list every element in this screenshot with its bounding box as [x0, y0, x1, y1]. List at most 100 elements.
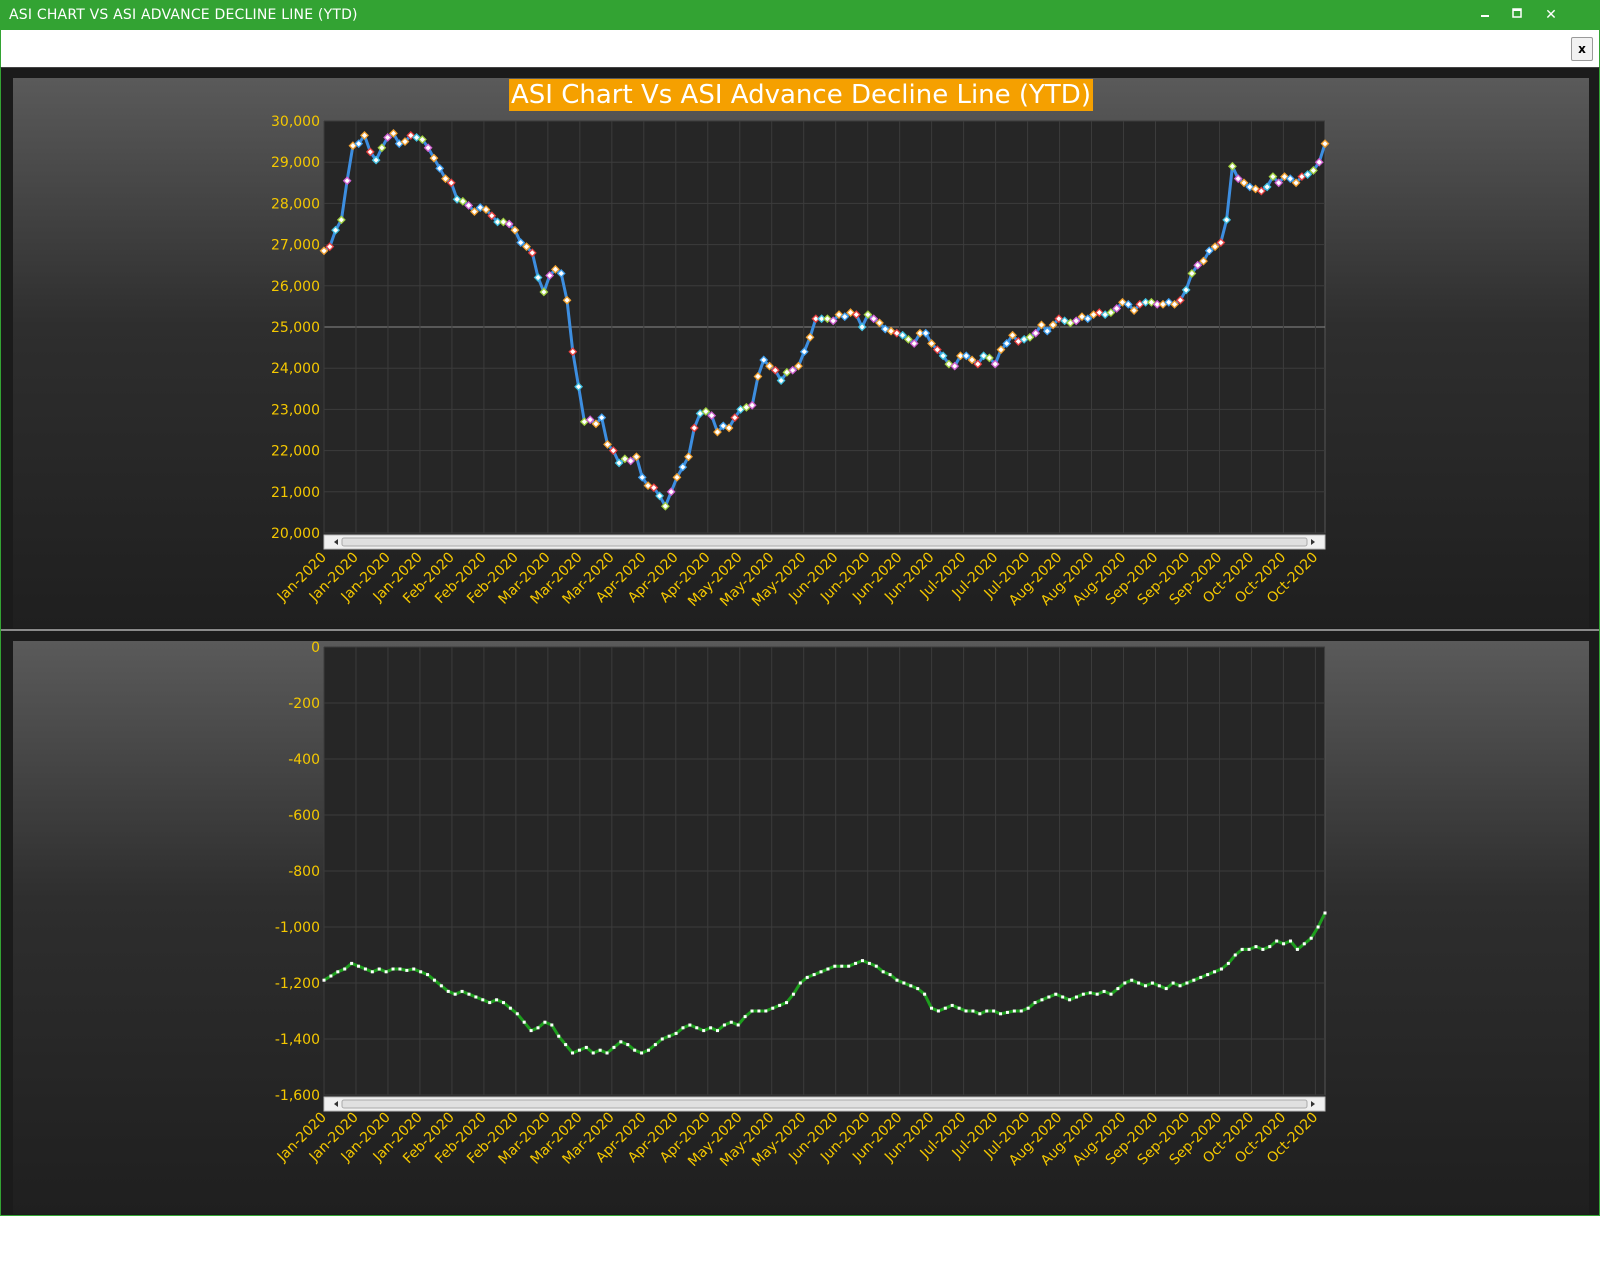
data-point [481, 205, 491, 214]
data-point [452, 194, 462, 204]
data-point [574, 382, 584, 392]
data-point [608, 446, 618, 456]
data-point [383, 133, 393, 142]
data-point [1129, 306, 1139, 315]
data-point [1268, 945, 1272, 949]
data-point [522, 1020, 526, 1024]
y-tick-label: -200 [288, 696, 320, 712]
data-point [1123, 981, 1127, 985]
data-point [400, 137, 410, 147]
data-point [944, 359, 954, 369]
data-point [342, 176, 352, 186]
data-point [487, 211, 497, 221]
data-point [1204, 246, 1214, 256]
data-point [1256, 186, 1266, 196]
data-point [1175, 295, 1185, 305]
y-tick-label: 20,000 [271, 526, 320, 542]
data-point [557, 1034, 561, 1038]
data-point [990, 359, 1000, 369]
data-point [1199, 975, 1203, 979]
data-point [660, 501, 670, 511]
data-point [695, 1026, 699, 1030]
chart-scrollbar[interactable] [323, 1096, 1326, 1112]
scrollbar-thumb[interactable] [341, 537, 1308, 547]
data-point [336, 215, 346, 225]
scrollbar-thumb[interactable] [341, 1099, 1308, 1109]
data-point [1150, 981, 1154, 985]
data-point [1118, 297, 1127, 307]
data-point [1288, 939, 1292, 943]
data-point [626, 456, 636, 466]
data-point [1054, 314, 1064, 324]
data-point [1083, 314, 1093, 324]
data-point [978, 1012, 982, 1016]
data-point [405, 968, 409, 972]
data-point [510, 225, 520, 235]
data-point [441, 174, 450, 184]
y-tick-label: 28,000 [271, 196, 320, 212]
data-point [322, 978, 326, 982]
y-tick-label: 0 [311, 641, 320, 656]
data-point [1213, 970, 1217, 974]
data-point [956, 351, 965, 361]
data-point [666, 487, 676, 497]
y-tick-label: 23,000 [271, 402, 320, 418]
data-point [915, 328, 925, 338]
data-point [860, 959, 864, 963]
data-point [423, 143, 433, 153]
data-point [1251, 184, 1260, 194]
maximize-button[interactable] [1506, 4, 1528, 26]
data-point [598, 1048, 602, 1052]
data-point [571, 1051, 575, 1055]
data-point [343, 967, 347, 971]
data-point [365, 147, 375, 157]
data-point [1185, 981, 1189, 985]
data-point [432, 978, 436, 982]
data-point [776, 376, 786, 385]
data-point [515, 1012, 519, 1016]
scroll-right-icon[interactable] [1311, 1101, 1315, 1107]
data-point [771, 1006, 775, 1010]
data-point [389, 128, 398, 138]
minimize-button[interactable] [1474, 4, 1496, 26]
data-point [817, 314, 827, 324]
y-tick-label: 22,000 [271, 444, 320, 460]
chart-scrollbar[interactable] [323, 534, 1326, 550]
data-point [888, 973, 892, 977]
data-point [619, 1040, 623, 1044]
data-point [798, 981, 802, 985]
data-point [453, 992, 457, 996]
data-point [350, 961, 354, 965]
data-point [545, 271, 555, 280]
data-point [1157, 984, 1161, 988]
data-point [967, 355, 977, 365]
data-point [539, 287, 549, 297]
data-point [435, 163, 445, 173]
close-chart-button[interactable]: x [1571, 37, 1593, 61]
data-point [562, 295, 572, 305]
data-point [488, 1001, 492, 1005]
scroll-left-icon[interactable] [334, 539, 338, 545]
panel-splitter[interactable] [1, 629, 1599, 631]
asi-chart: 30,000 29,000 28,000 27,000 26,000 25,000 24,0… [271, 114, 1330, 610]
data-point [1282, 942, 1286, 946]
window-close-button[interactable]: ✕ [1540, 4, 1562, 26]
scroll-right-icon[interactable] [1311, 539, 1315, 545]
data-point [1268, 172, 1278, 182]
data-point [1106, 308, 1116, 317]
data-point [1109, 992, 1113, 996]
chart-title: ASI Chart Vs ASI Advance Decline Line (Y… [509, 79, 1093, 111]
data-point [932, 345, 942, 355]
data-point [585, 415, 595, 425]
data-point [325, 242, 335, 252]
y-tick-label: -1,400 [275, 1032, 320, 1048]
minimize-icon [1481, 15, 1489, 17]
data-point [1048, 320, 1058, 330]
data-point [898, 330, 908, 340]
data-point [1123, 299, 1133, 309]
data-point [429, 153, 439, 163]
data-point [847, 964, 851, 968]
data-point [371, 155, 381, 165]
scroll-left-icon[interactable] [334, 1101, 338, 1107]
data-point [419, 970, 423, 974]
